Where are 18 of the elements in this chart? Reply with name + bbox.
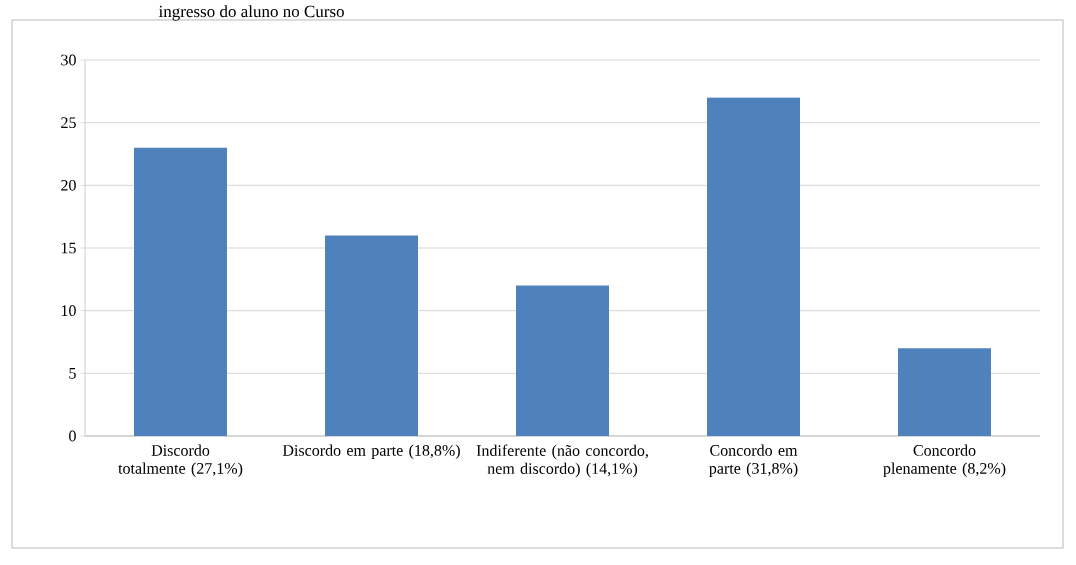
x-tick-label: Concordo plenamente (8,2%) [883, 444, 1006, 478]
chart-title: ingresso do aluno no Curso [158, 5, 344, 21]
x-tick-label: Concordo em parte (31,8%) [709, 444, 798, 478]
x-tick-label: Discordo totalmente (27,1%) [118, 444, 243, 478]
y-tick-label: 5 [69, 368, 76, 379]
bar [898, 348, 992, 436]
y-tick-label: 30 [61, 54, 76, 66]
bar [134, 147, 227, 436]
x-tick-label: Indiferente (não concordo, nem discordo) (14,1%) [476, 444, 648, 478]
bar [707, 97, 800, 436]
y-tick-label: 0 [69, 430, 76, 442]
x-tick-label: Discordo em parte (18,8%) [282, 444, 460, 460]
bar [325, 235, 418, 436]
y-tick-label: 10 [61, 305, 76, 317]
y-tick-label: 20 [61, 179, 76, 191]
y-tick-label: 25 [61, 117, 76, 129]
y-tick-label: 15 [61, 242, 76, 254]
bar [516, 285, 610, 436]
